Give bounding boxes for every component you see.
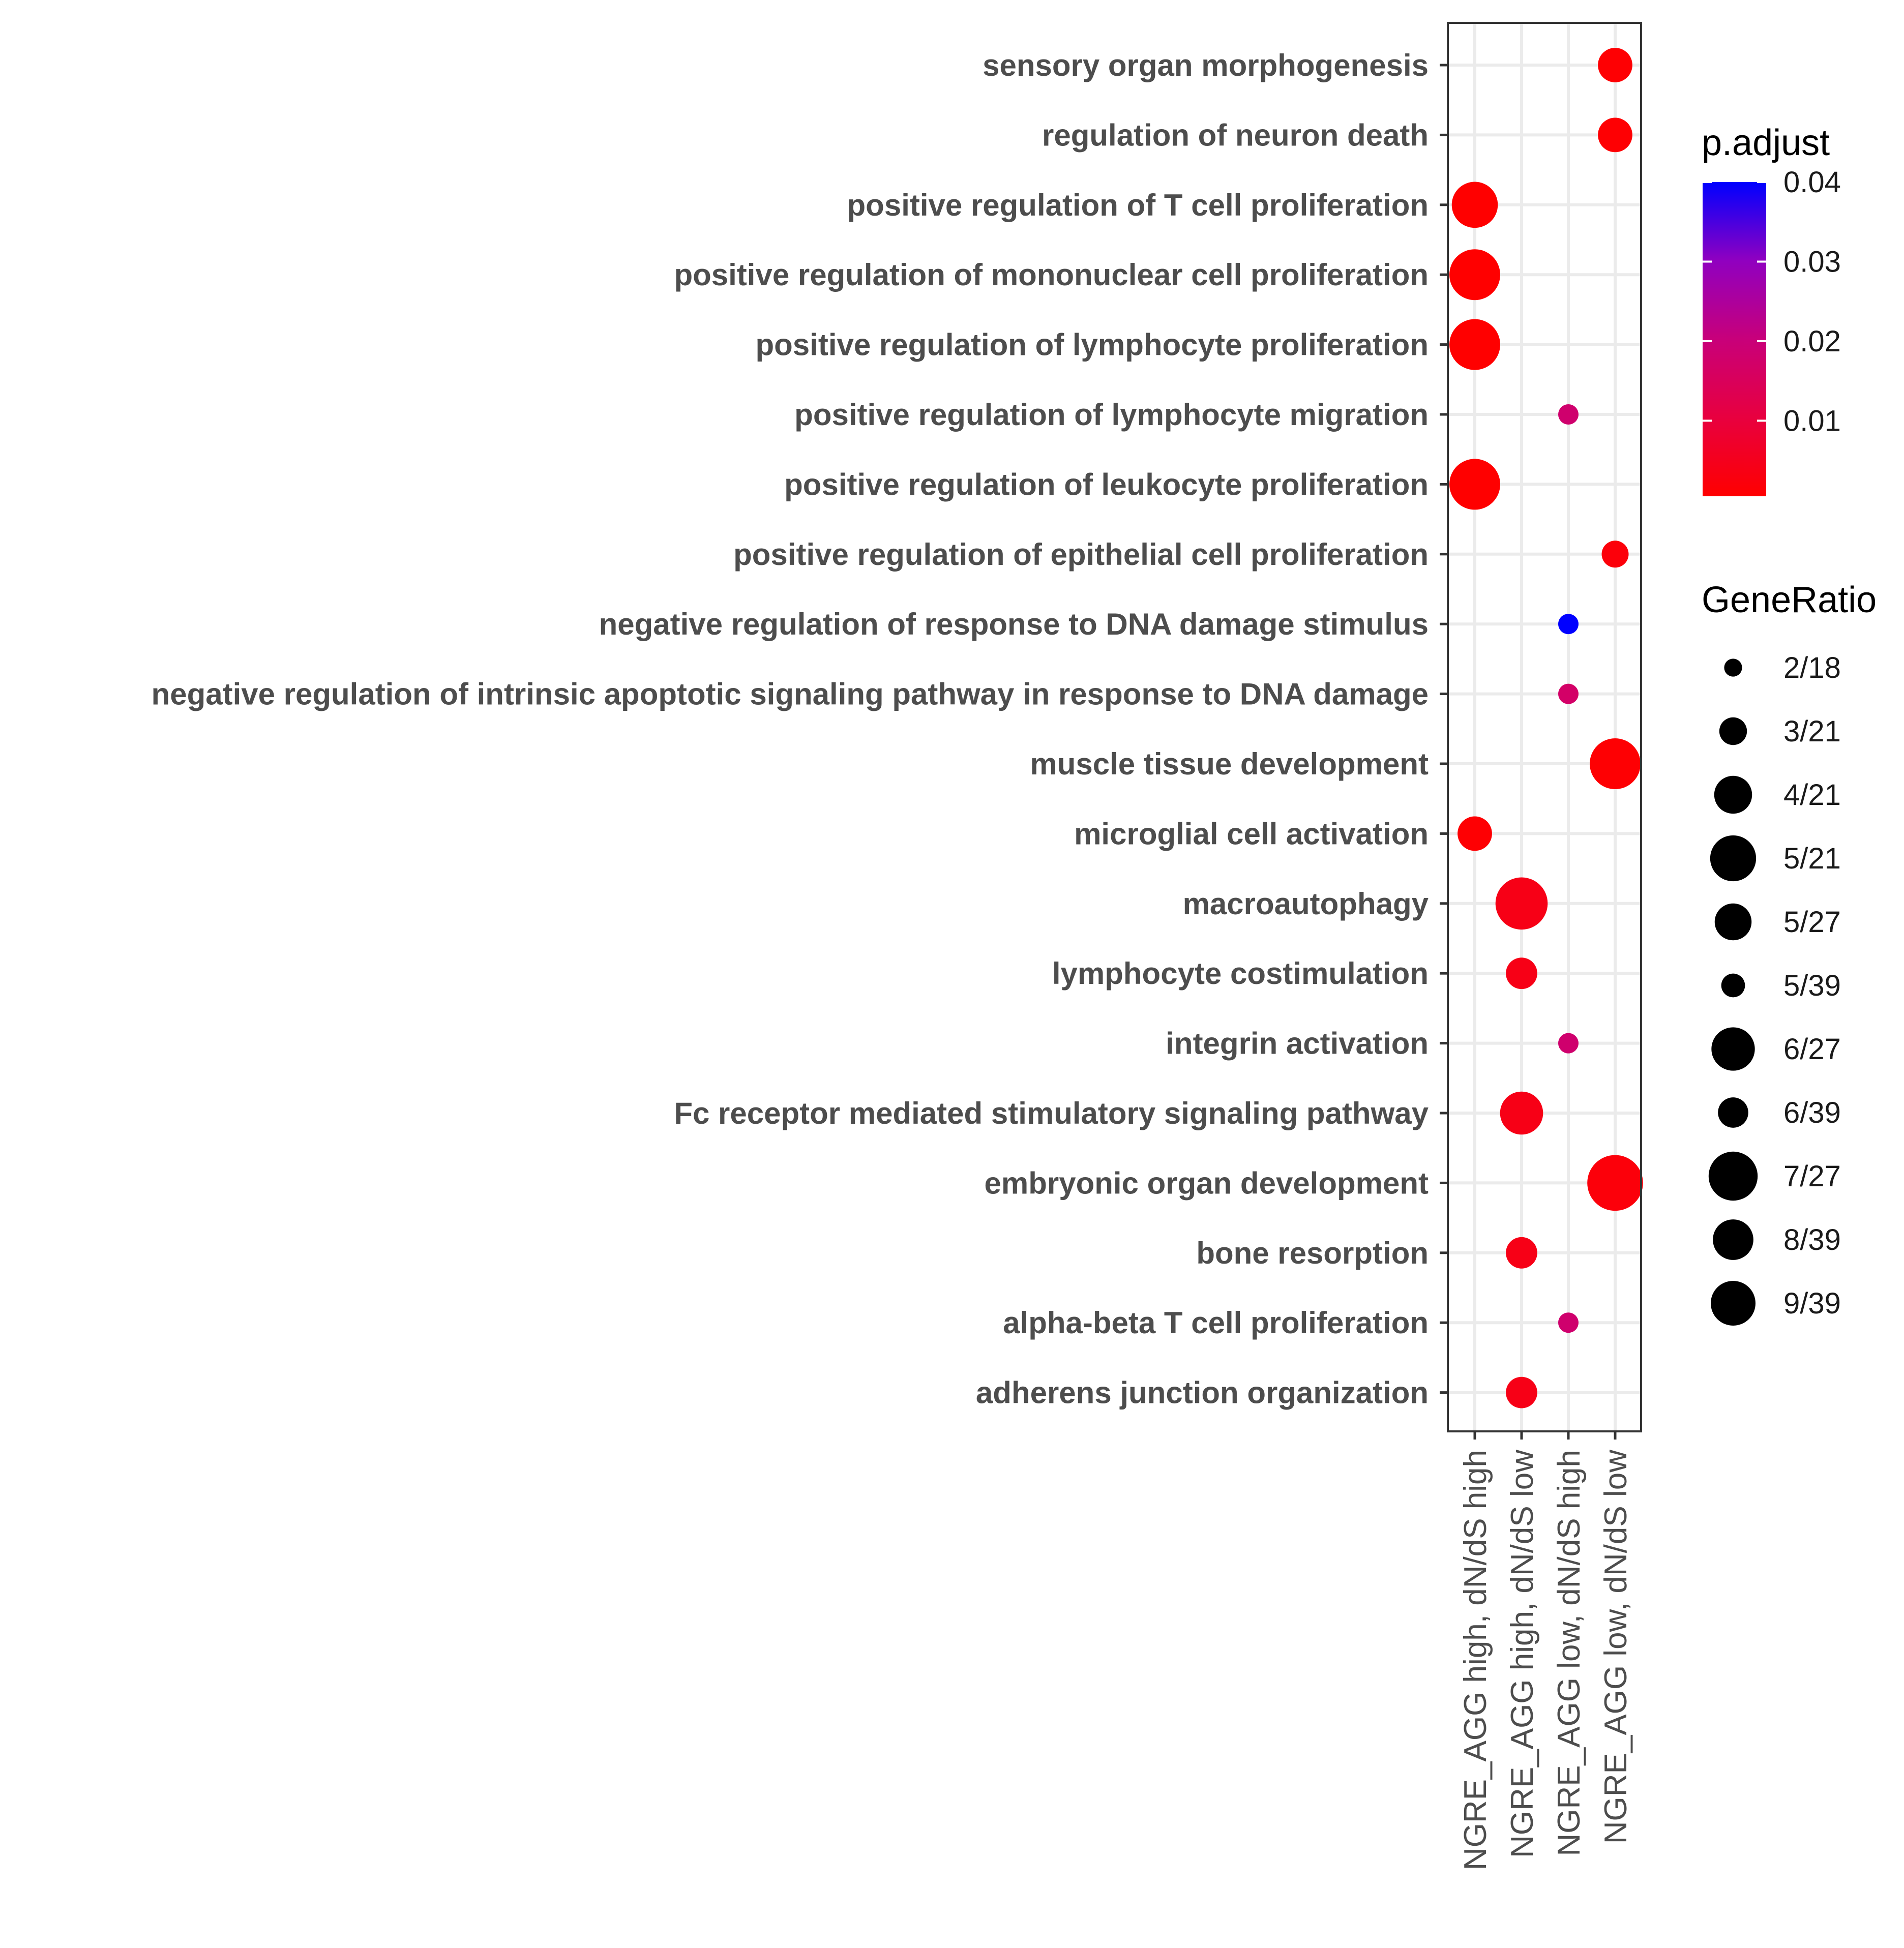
data-point	[1587, 1155, 1643, 1211]
size-legend-dot	[1724, 658, 1742, 677]
data-point	[1506, 957, 1537, 990]
data-point	[1451, 182, 1498, 228]
size-legend: GeneRatio 2/18 3/21 4/21 5/21 5/27 5/39 6/27 6/…	[1702, 580, 1877, 1326]
y-tick-label: positive regulation of T cell proliferat…	[847, 188, 1429, 222]
size-legend-label: 7/27	[1783, 1160, 1841, 1193]
y-tick-label: bone resorption	[1196, 1236, 1429, 1270]
data-point	[1558, 1312, 1579, 1333]
data-point	[1558, 404, 1579, 425]
size-legend-dot	[1708, 1151, 1758, 1201]
grid-lines	[1448, 23, 1641, 1431]
data-point	[1558, 614, 1579, 635]
size-legend-label: 5/21	[1783, 842, 1841, 875]
data-point	[1500, 1091, 1543, 1135]
size-legend-dot	[1710, 835, 1757, 882]
data-point	[1601, 541, 1629, 568]
y-tick-label: muscle tissue development	[1030, 747, 1429, 781]
y-tick-label: positive regulation of leukocyte prolife…	[784, 467, 1429, 501]
data-point	[1506, 1237, 1537, 1269]
size-legend-dot	[1721, 973, 1745, 998]
size-legend-label: 3/21	[1783, 715, 1841, 748]
x-tick-label: NGRE_AGG high, dN/dS high	[1458, 1450, 1493, 1870]
data-point	[1598, 117, 1632, 153]
colorbar-tick-label: 0.02	[1783, 325, 1841, 358]
size-legend-dot	[1714, 903, 1752, 941]
y-tick-label: sensory organ morphogenesis	[983, 48, 1429, 82]
y-tick-label: adherens junction organization	[976, 1376, 1429, 1410]
data-point	[1558, 683, 1579, 704]
y-tick-label: integrin activation	[1166, 1027, 1429, 1061]
y-tick-label: alpha-beta T cell proliferation	[1003, 1306, 1429, 1340]
x-axis-labels: NGRE_AGG high, dN/dS high NGRE_AGG high, …	[1458, 1450, 1633, 1870]
plot-panel	[1447, 22, 1642, 1432]
size-legend-dot	[1711, 1027, 1755, 1071]
y-tick-label: positive regulation of epithelial cell p…	[733, 537, 1429, 572]
size-legend-label: 6/27	[1783, 1033, 1841, 1066]
data-point	[1449, 249, 1500, 301]
size-legend-dot	[1714, 775, 1752, 814]
data-point	[1449, 319, 1500, 370]
y-tick-label: negative regulation of intrinsic apoptot…	[152, 677, 1429, 711]
data-point	[1506, 1376, 1537, 1408]
size-legend-title: GeneRatio	[1702, 580, 1877, 620]
size-legend-dot	[1711, 1281, 1756, 1326]
data-point	[1590, 738, 1641, 789]
data-point	[1598, 48, 1632, 82]
y-tick-label: positive regulation of mononuclear cell …	[674, 258, 1429, 292]
color-legend-bar	[1703, 182, 1766, 496]
size-legend-label: 4/21	[1783, 778, 1841, 812]
y-tick-label: macroautophagy	[1183, 887, 1429, 921]
y-tick-label: positive regulation of lymphocyte migrat…	[794, 398, 1429, 432]
color-legend: p.adjust 0.04 0.03 0.02 0.01	[1702, 123, 1841, 496]
colorbar-tick-label: 0.03	[1783, 245, 1841, 278]
size-legend-label: 6/39	[1783, 1096, 1841, 1129]
y-tick-label: negative regulation of response to DNA d…	[599, 607, 1429, 641]
size-legend-label: 8/39	[1783, 1223, 1841, 1256]
data-point	[1457, 816, 1492, 851]
y-tick-label: microglial cell activation	[1074, 817, 1429, 851]
x-tick-label: NGRE_AGG low, dN/dS low	[1598, 1450, 1633, 1844]
size-legend-label: 2/18	[1783, 651, 1841, 684]
data-point	[1449, 459, 1500, 510]
size-legend-dot	[1718, 1097, 1748, 1128]
y-axis-labels: sensory organ morphogenesis regulation of…	[152, 48, 1429, 1410]
size-legend-dot	[1719, 717, 1747, 745]
x-tick-label: NGRE_AGG high, dN/dS low	[1505, 1450, 1540, 1858]
data-points	[1449, 48, 1643, 1408]
data-point	[1558, 1033, 1579, 1054]
size-legend-label: 5/39	[1783, 969, 1841, 1002]
size-legend-label: 5/27	[1783, 906, 1841, 939]
y-tick-label: lymphocyte costimulation	[1052, 956, 1429, 991]
y-tick-label: regulation of neuron death	[1042, 118, 1429, 152]
colorbar-tick-label: 0.04	[1783, 166, 1841, 199]
color-legend-title: p.adjust	[1702, 123, 1830, 163]
axis-ticks	[1440, 64, 1617, 1440]
x-tick-label: NGRE_AGG low, dN/dS high	[1552, 1450, 1587, 1856]
data-point	[1495, 877, 1548, 930]
size-legend-label: 9/39	[1783, 1287, 1841, 1320]
size-legend-dot	[1713, 1219, 1753, 1260]
color-legend-ticks: 0.04 0.03 0.02 0.01	[1703, 166, 1841, 437]
size-legend-items: 2/18 3/21 4/21 5/21 5/27 5/39 6/27 6/39 7/27 8/39…	[1708, 651, 1841, 1326]
colorbar-tick-label: 0.01	[1783, 404, 1841, 437]
y-tick-label: Fc receptor mediated stimulatory signali…	[674, 1096, 1429, 1130]
y-tick-label: embryonic organ development	[984, 1166, 1429, 1200]
y-tick-label: positive regulation of lymphocyte prolif…	[756, 328, 1429, 362]
